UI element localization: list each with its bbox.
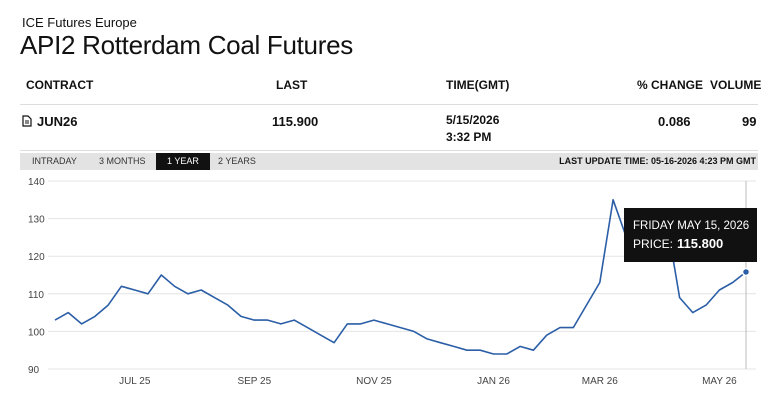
- trade-time: 3:32 PM: [446, 130, 492, 144]
- tab[interactable]: 1 YEAR: [156, 153, 210, 170]
- last-update: LAST UPDATE TIME: 05-16-2026 4:23 PM GMT: [559, 156, 756, 166]
- chart: 90 100 110 120 130 140 JUL 25 SEP 25 NOV 25 JAN 2…: [28, 177, 757, 387]
- hover-point: [741, 267, 751, 277]
- x-tick-label: JUL 25: [119, 376, 151, 387]
- tab[interactable]: 3 MONTHS: [99, 156, 146, 166]
- y-tick-label: 90: [28, 365, 40, 376]
- volume: 99: [742, 114, 757, 129]
- contract[interactable]: JUN26: [37, 114, 78, 129]
- tooltip-price: PRICE: 115.800: [633, 236, 723, 251]
- tooltip: FRIDAY MAY 15, 2026 PRICE: 115.800: [624, 208, 757, 262]
- x-tick-label: SEP 25: [237, 376, 271, 387]
- tab[interactable]: INTRADAY: [32, 156, 77, 166]
- divider: [20, 150, 758, 151]
- source: ICE Futures Europe: [22, 15, 137, 30]
- tooltip-label: PRICE:: [633, 237, 673, 251]
- y-tick-label: 100: [28, 327, 45, 338]
- column-header: TIME(GMT): [446, 78, 510, 92]
- last-price: 115.900: [272, 114, 319, 129]
- page-title: API2 Rotterdam Coal Futures: [20, 30, 353, 60]
- divider: [20, 104, 758, 105]
- tooltip-box: [624, 208, 757, 262]
- tooltip-value: 115.800: [677, 236, 723, 251]
- column-header: LAST: [276, 78, 308, 92]
- y-tick-label: 130: [28, 215, 45, 226]
- y-tick-label: 110: [28, 290, 44, 301]
- x-tick-label: NOV 25: [356, 376, 392, 387]
- percent-change: 0.086: [658, 114, 691, 129]
- column-header: CONTRACT: [26, 78, 94, 92]
- y-tick-label: 140: [28, 177, 45, 188]
- x-tick-label: MAY 26: [702, 376, 737, 387]
- column-header: % CHANGE: [637, 78, 704, 92]
- y-tick-label: 120: [28, 252, 45, 263]
- trade-date: 5/15/2026: [446, 113, 500, 127]
- x-tick-label: MAR 26: [582, 376, 619, 387]
- contract-icon: [22, 115, 32, 127]
- tooltip-date: FRIDAY MAY 15, 2026: [633, 220, 749, 232]
- column-header: VOLUME: [710, 78, 762, 92]
- tab[interactable]: 2 YEARS: [218, 156, 256, 166]
- x-tick-label: JAN 26: [477, 376, 510, 387]
